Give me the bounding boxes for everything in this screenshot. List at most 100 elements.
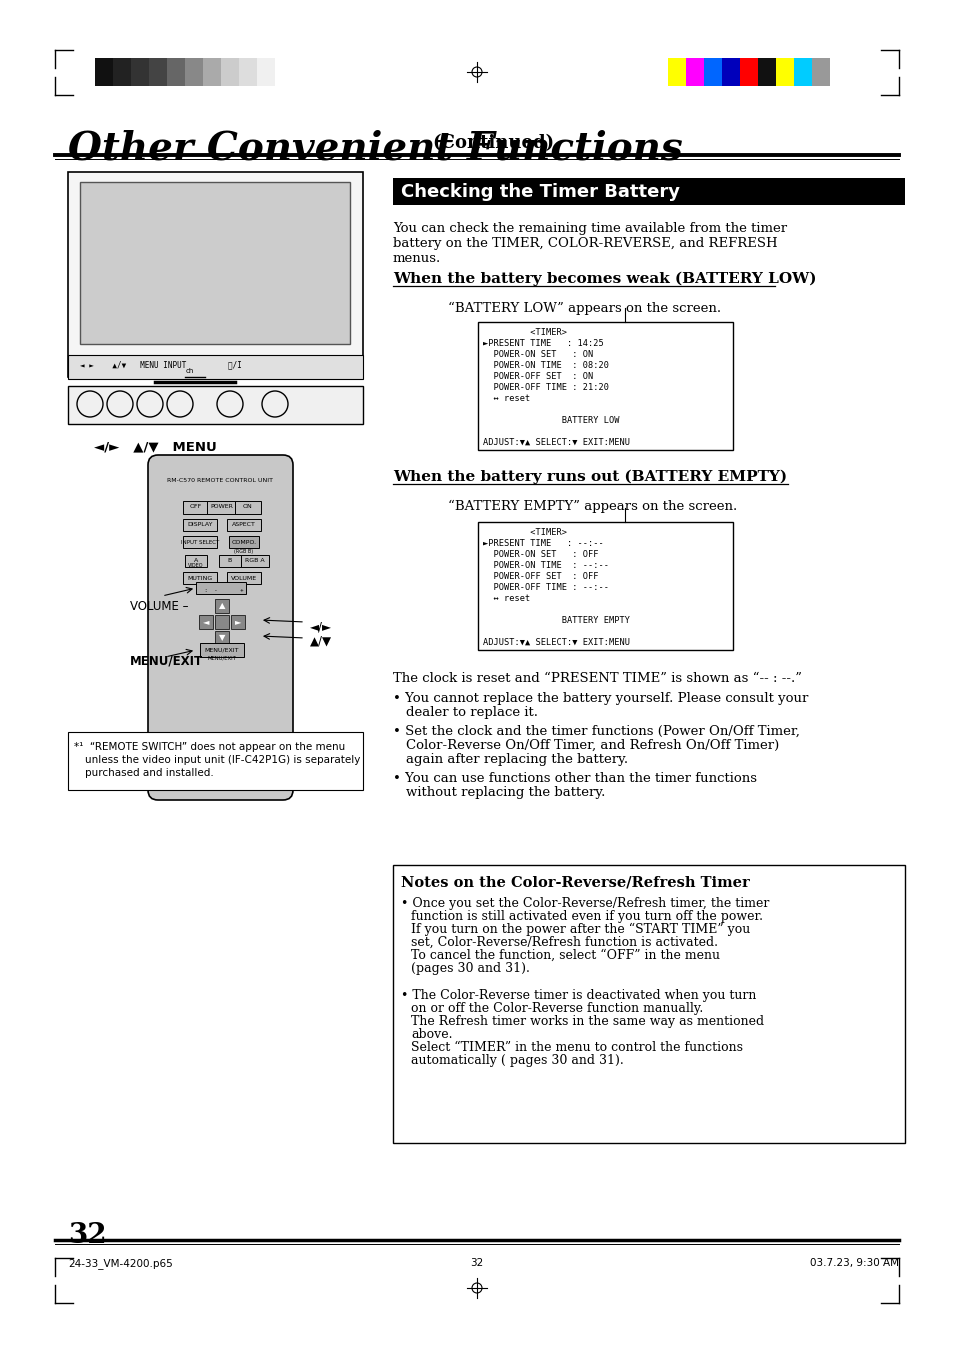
- Text: The clock is reset and “PRESENT TIME” is shown as “-- : --.”: The clock is reset and “PRESENT TIME” is…: [393, 672, 801, 685]
- Text: BATTERY EMPTY: BATTERY EMPTY: [482, 616, 629, 625]
- Text: VOLUME: VOLUME: [231, 575, 256, 580]
- Bar: [477, 522, 732, 649]
- Text: “BATTERY LOW” appears on the screen.: “BATTERY LOW” appears on the screen.: [448, 302, 720, 315]
- Text: POWER-ON SET   : ON: POWER-ON SET : ON: [482, 350, 593, 359]
- Bar: [214, 616, 229, 629]
- Text: ►: ►: [234, 617, 241, 626]
- Text: on or off the Color-Reverse function manually.: on or off the Color-Reverse function man…: [411, 1003, 702, 1015]
- Bar: [185, 58, 203, 87]
- Bar: [68, 354, 363, 379]
- Bar: [80, 183, 350, 344]
- Text: ◄/►   ▲/▼   MENU: ◄/► ▲/▼ MENU: [93, 440, 216, 453]
- Bar: [227, 572, 261, 584]
- Text: battery on the TIMER, COLOR-REVERSE, and REFRESH: battery on the TIMER, COLOR-REVERSE, and…: [393, 237, 777, 250]
- Text: MENU/EXIT: MENU/EXIT: [208, 656, 236, 662]
- Text: (pages 30 and 31).: (pages 30 and 31).: [411, 962, 529, 976]
- Text: Color-Reverse On/Off Timer, and Refresh On/Off Timer): Color-Reverse On/Off Timer, and Refresh …: [406, 739, 779, 752]
- Text: function is still activated even if you turn off the power.: function is still activated even if you …: [411, 911, 762, 923]
- Text: B: B: [228, 559, 232, 563]
- Bar: [758, 58, 775, 87]
- Text: Select “TIMER” in the menu to control the functions: Select “TIMER” in the menu to control th…: [411, 1040, 742, 1054]
- Bar: [183, 536, 216, 548]
- Text: ◄ ►    ▲/▼   MENU INPUT         ⏻/I: ◄ ► ▲/▼ MENU INPUT ⏻/I: [80, 360, 242, 369]
- Bar: [214, 630, 229, 645]
- Bar: [183, 572, 216, 584]
- Text: • The Color-Reverse timer is deactivated when you turn: • The Color-Reverse timer is deactivated…: [400, 989, 756, 1003]
- Text: (Continued): (Continued): [432, 134, 554, 152]
- Text: VIDEO: VIDEO: [188, 563, 204, 568]
- Bar: [203, 58, 221, 87]
- Bar: [68, 386, 363, 423]
- Text: To cancel the function, select “OFF” in the menu: To cancel the function, select “OFF” in …: [411, 948, 720, 962]
- Text: Other Convenient Functions: Other Convenient Functions: [68, 130, 682, 168]
- Text: COMPO.: COMPO.: [232, 540, 256, 544]
- Text: :  -       +: : - +: [198, 589, 243, 593]
- Text: ◄: ◄: [203, 617, 209, 626]
- Bar: [167, 58, 185, 87]
- Bar: [221, 58, 239, 87]
- Text: ▲/▼: ▲/▼: [310, 635, 332, 647]
- Text: without replacing the battery.: without replacing the battery.: [406, 786, 605, 800]
- FancyBboxPatch shape: [148, 455, 293, 800]
- Bar: [214, 599, 229, 613]
- Text: ▲: ▲: [218, 602, 225, 610]
- Bar: [68, 172, 363, 377]
- Text: POWER-OFF SET  : ON: POWER-OFF SET : ON: [482, 372, 593, 382]
- Text: INPUT SELECT: INPUT SELECT: [181, 540, 219, 544]
- Text: ch: ch: [186, 368, 194, 373]
- Text: ADJUST:▼▲ SELECT:▼ EXIT:MENU: ADJUST:▼▲ SELECT:▼ EXIT:MENU: [482, 639, 629, 647]
- Bar: [241, 555, 269, 567]
- Text: ►PRESENT TIME   : --:--: ►PRESENT TIME : --:--: [482, 538, 603, 548]
- Bar: [231, 616, 245, 629]
- Bar: [112, 58, 131, 87]
- Text: RGB A: RGB A: [245, 559, 265, 563]
- Text: MENU/EXIT: MENU/EXIT: [205, 648, 239, 652]
- Bar: [207, 501, 236, 514]
- Text: ►PRESENT TIME   : 14:25: ►PRESENT TIME : 14:25: [482, 340, 603, 348]
- Bar: [811, 58, 829, 87]
- Bar: [393, 865, 904, 1143]
- Text: menus.: menus.: [393, 252, 441, 265]
- Text: POWER-ON TIME  : --:--: POWER-ON TIME : --:--: [482, 561, 608, 570]
- Text: MUTING: MUTING: [187, 575, 213, 580]
- Text: POWER-OFF TIME : --:--: POWER-OFF TIME : --:--: [482, 583, 608, 593]
- Text: POWER: POWER: [211, 505, 233, 510]
- Text: automatically ( pages 30 and 31).: automatically ( pages 30 and 31).: [411, 1054, 623, 1068]
- Bar: [199, 616, 213, 629]
- Text: ↔ reset: ↔ reset: [482, 394, 530, 403]
- Text: Notes on the Color-Reverse/Refresh Timer: Notes on the Color-Reverse/Refresh Timer: [400, 875, 749, 889]
- Text: 03.7.23, 9:30 AM: 03.7.23, 9:30 AM: [809, 1258, 898, 1268]
- Text: ON: ON: [243, 505, 253, 510]
- Bar: [195, 582, 246, 594]
- Text: POWER-OFF TIME : 21:20: POWER-OFF TIME : 21:20: [482, 383, 608, 392]
- Bar: [685, 58, 703, 87]
- Bar: [775, 58, 793, 87]
- Bar: [131, 58, 149, 87]
- Text: *¹  “REMOTE SWITCH” does not appear on the menu: *¹ “REMOTE SWITCH” does not appear on th…: [74, 741, 345, 752]
- Text: • You cannot replace the battery yourself. Please consult your: • You cannot replace the battery yoursel…: [393, 691, 807, 705]
- Text: ADJUST:▼▲ SELECT:▼ EXIT:MENU: ADJUST:▼▲ SELECT:▼ EXIT:MENU: [482, 438, 629, 446]
- Bar: [185, 555, 207, 567]
- Text: POWER-ON TIME  : 08:20: POWER-ON TIME : 08:20: [482, 361, 608, 369]
- Bar: [721, 58, 740, 87]
- Text: ◄/►: ◄/►: [310, 620, 332, 633]
- Text: • Set the clock and the timer functions (Power On/Off Timer,: • Set the clock and the timer functions …: [393, 725, 799, 737]
- Text: (RGB B): (RGB B): [234, 549, 253, 553]
- Bar: [149, 58, 167, 87]
- Text: You can check the remaining time available from the timer: You can check the remaining time availab…: [393, 222, 786, 235]
- Text: POWER-OFF SET  : OFF: POWER-OFF SET : OFF: [482, 572, 598, 580]
- Bar: [393, 179, 904, 206]
- Bar: [200, 643, 244, 658]
- Bar: [703, 58, 721, 87]
- Bar: [239, 58, 256, 87]
- Bar: [234, 501, 261, 514]
- Text: above.: above.: [411, 1028, 452, 1040]
- Text: again after replacing the battery.: again after replacing the battery.: [406, 754, 627, 766]
- Text: RM-C570 REMOTE CONTROL UNIT: RM-C570 REMOTE CONTROL UNIT: [167, 478, 273, 483]
- Bar: [219, 555, 241, 567]
- Bar: [667, 58, 685, 87]
- Bar: [95, 58, 112, 87]
- Text: ▼: ▼: [218, 633, 225, 643]
- Bar: [229, 536, 258, 548]
- Text: dealer to replace it.: dealer to replace it.: [406, 706, 537, 718]
